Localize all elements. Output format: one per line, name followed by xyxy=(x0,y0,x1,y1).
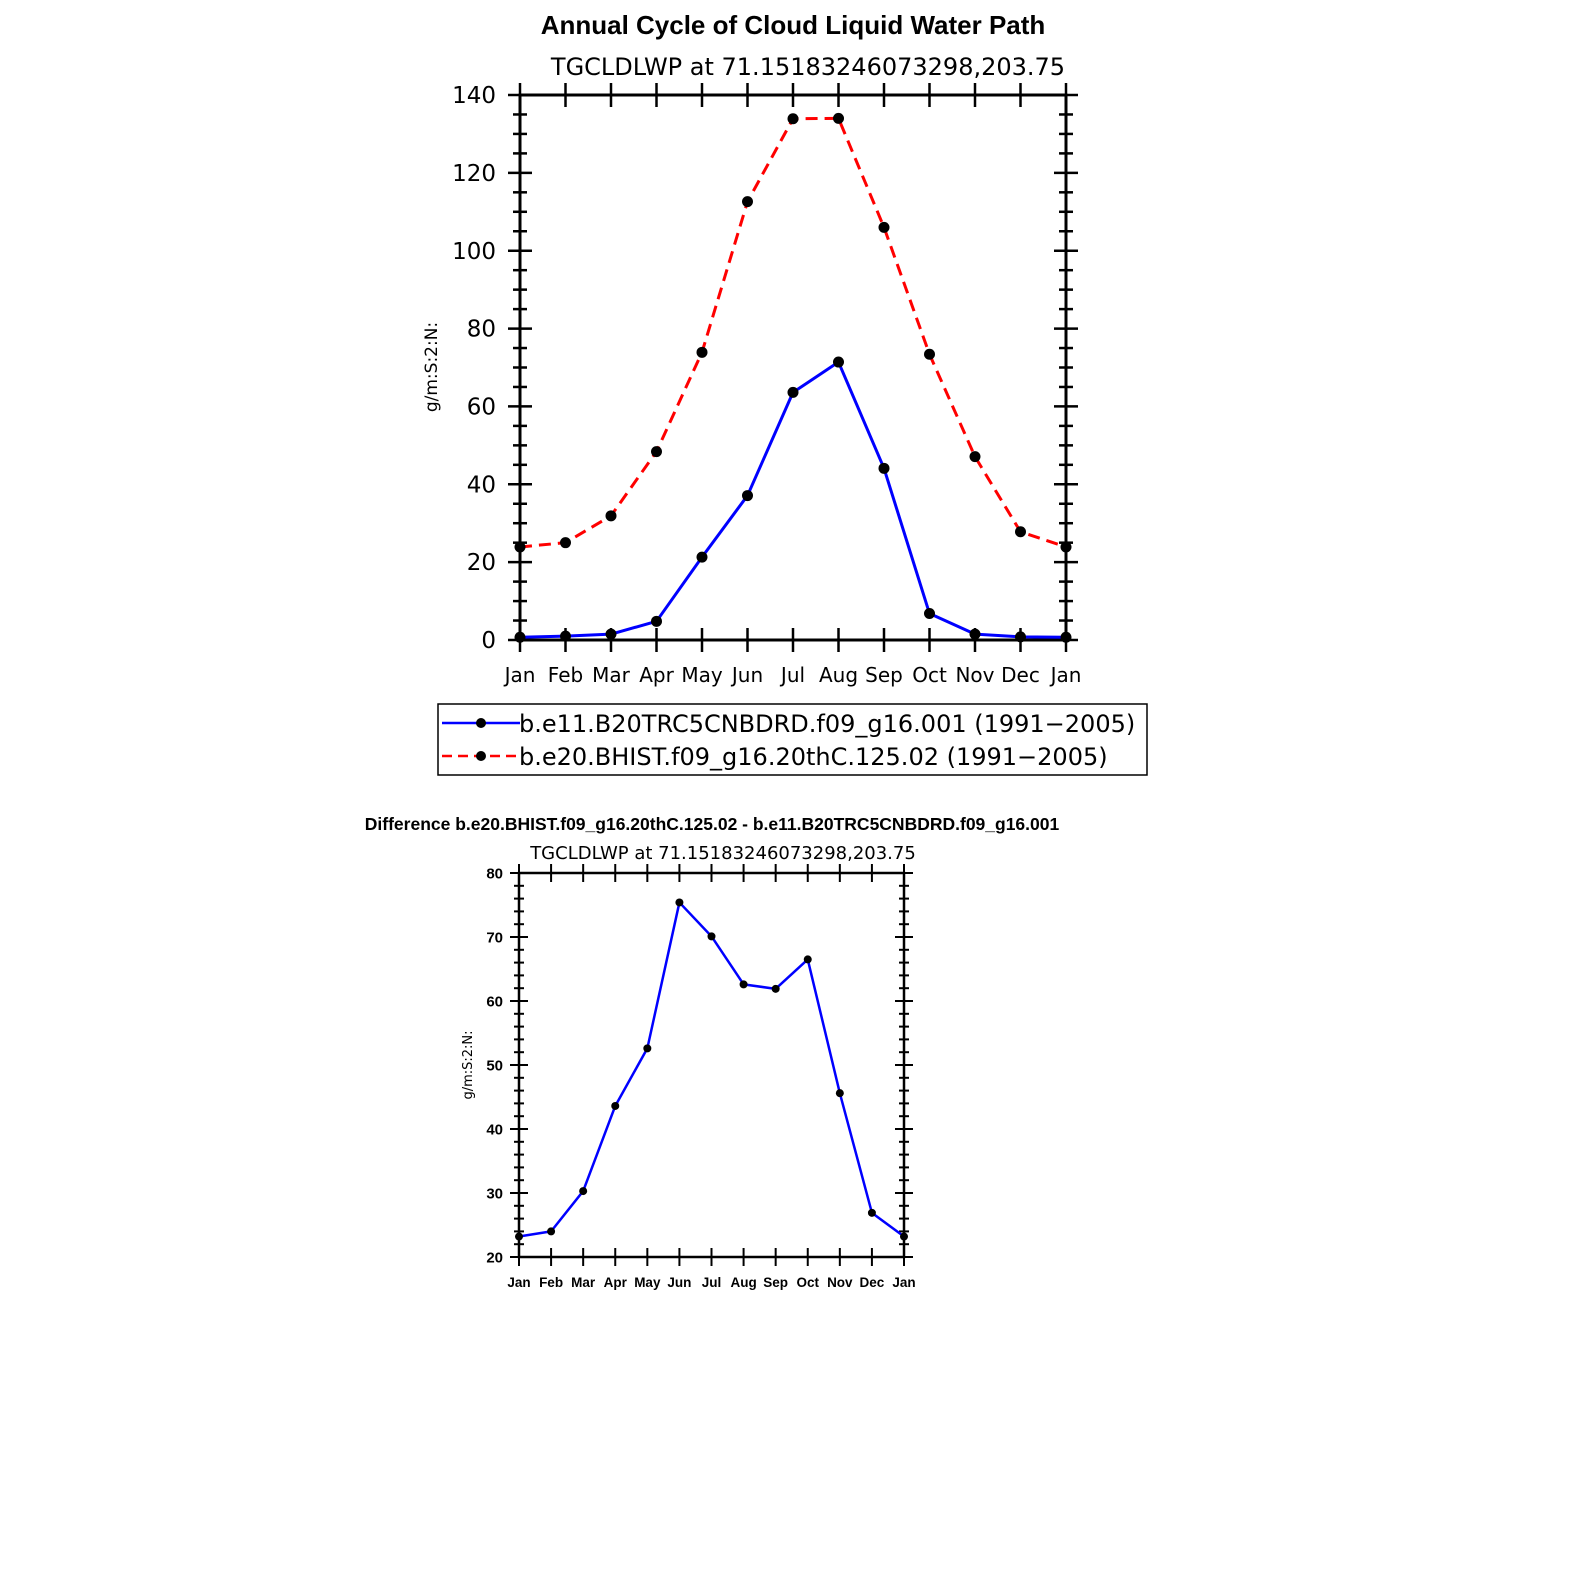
y-tick-label: 120 xyxy=(452,161,496,187)
x-tick-label: Oct xyxy=(912,663,947,687)
x-tick-label: Sep xyxy=(763,1275,788,1290)
x-tick-label: Jan xyxy=(1049,663,1082,687)
series-2-point xyxy=(514,541,526,553)
y-tick-label: 60 xyxy=(467,394,496,420)
x-tick-label: Feb xyxy=(548,663,583,687)
series-1-point xyxy=(835,1089,844,1098)
legend-frame xyxy=(437,703,1148,776)
x-tick-label: Apr xyxy=(604,1275,628,1290)
y-tick-label: 40 xyxy=(467,472,496,498)
series-1-point xyxy=(651,615,662,627)
series-1-point xyxy=(560,630,571,642)
series-1-point xyxy=(742,490,753,502)
series-2-point xyxy=(1060,541,1072,553)
series-1-point xyxy=(771,984,780,993)
x-tick-label: Aug xyxy=(819,663,858,687)
series-2-point xyxy=(1015,526,1026,538)
y-tick-label: 80 xyxy=(467,317,496,343)
series-2-point xyxy=(833,112,844,124)
x-tick-label: Dec xyxy=(860,1275,885,1290)
x-tick-label: Jan xyxy=(892,1275,915,1290)
top-chart-legend: b.e11.B20TRC5CNBDRD.f09_g16.001 (1991−20… xyxy=(437,703,1148,776)
y-tick-label: 30 xyxy=(486,1185,503,1202)
series-2-point xyxy=(696,346,708,358)
series-1-point xyxy=(707,932,716,941)
y-tick-label: 100 xyxy=(452,239,496,265)
y-tick-label: 70 xyxy=(486,929,503,946)
top-chart-title: Annual Cycle of Cloud Liquid Water Path xyxy=(541,10,1046,40)
top-chart-plot: Jan Feb Mar Apr May Jun Jul Aug Sep Oct Nov Dec Jan 0… xyxy=(452,83,1081,687)
x-tick-label: Jun xyxy=(667,1275,691,1290)
x-tick-label: Jul xyxy=(779,663,805,687)
series-1-point xyxy=(547,1227,556,1236)
x-tick-label: Mar xyxy=(592,663,631,687)
series-line-1 xyxy=(519,360,1067,639)
y-tick-label: 40 xyxy=(486,1121,503,1138)
bottom-chart-title: Difference b.e20.BHIST.f09_g16.20thC.125… xyxy=(365,814,1060,834)
y-tick-label: 140 xyxy=(452,83,496,109)
bottom-chart-ylabel: g/m:S:2:N: xyxy=(461,1030,476,1099)
top-chart-ylabel: g/m:S:2:N: xyxy=(422,322,442,412)
series-1-point xyxy=(900,1232,908,1241)
plot-frame xyxy=(518,93,1068,642)
series-2-point xyxy=(560,537,571,549)
x-tick-label: Nov xyxy=(827,1275,853,1290)
series-1-point xyxy=(514,631,526,643)
series-1-point xyxy=(611,1101,620,1110)
series-2-point xyxy=(742,196,753,208)
series-1-point xyxy=(605,628,617,640)
series-2-point xyxy=(878,221,890,233)
series-line-1 xyxy=(518,901,905,1238)
series-2-point xyxy=(787,113,799,125)
x-tick-label: Sep xyxy=(865,663,903,687)
series-line-2 xyxy=(519,116,1067,549)
series-1-point xyxy=(515,1232,523,1241)
series-1-point xyxy=(696,551,708,563)
series-1-point xyxy=(969,628,981,640)
bottom-chart-subtitle: TGCLDLWP at 71.15183246073298,203.75 xyxy=(529,843,916,864)
x-tick-label: Jun xyxy=(730,663,763,687)
legend-marker-series-2 xyxy=(476,751,486,761)
series-1-point xyxy=(675,898,684,907)
x-tick-label: Nov xyxy=(955,663,994,687)
series-1-point xyxy=(924,608,935,620)
series-2-point xyxy=(924,348,935,360)
series-1-point xyxy=(867,1208,876,1217)
x-tick-label: Apr xyxy=(639,663,674,687)
series-1-point xyxy=(803,955,812,964)
legend-label-series-1: b.e11.B20TRC5CNBDRD.f09_g16.001 (1991−20… xyxy=(519,710,1135,738)
x-tick-label: Mar xyxy=(571,1275,596,1290)
series-2-point xyxy=(969,451,981,463)
y-tick-label: 20 xyxy=(467,550,496,576)
x-tick-label: Dec xyxy=(1001,663,1040,687)
y-tick-label: 50 xyxy=(486,1057,503,1074)
x-tick-label: Feb xyxy=(539,1275,563,1290)
y-tick-label: 20 xyxy=(486,1249,503,1266)
series-1-point xyxy=(579,1187,588,1196)
series-2-point xyxy=(651,446,662,458)
series-1-point xyxy=(787,386,799,398)
series-2-point xyxy=(605,510,617,522)
x-tick-label: Jan xyxy=(507,1275,530,1290)
legend-label-series-2: b.e20.BHIST.f09_g16.20thC.125.02 (1991−2… xyxy=(519,743,1108,771)
legend-marker-series-1 xyxy=(476,718,486,728)
x-tick-label: Aug xyxy=(730,1275,756,1290)
series-1-point xyxy=(643,1044,652,1053)
bottom-chart-plot: Jan Feb Mar Apr May Jun Jul Aug Sep Oct Nov Dec Jan 2… xyxy=(486,864,916,1290)
x-tick-label: Jul xyxy=(702,1275,722,1290)
y-tick-label: 0 xyxy=(481,628,496,654)
series-1-point xyxy=(1060,631,1072,643)
x-tick-label: May xyxy=(681,663,723,687)
x-tick-label: May xyxy=(634,1275,661,1290)
x-tick-label: Oct xyxy=(796,1275,819,1290)
series-1-point xyxy=(878,462,890,474)
y-tick-label: 80 xyxy=(486,865,503,882)
top-chart-subtitle: TGCLDLWP at 71.15183246073298,203.75 xyxy=(550,53,1065,81)
x-tick-label: Jan xyxy=(503,663,536,687)
series-1-point xyxy=(739,980,748,989)
series-1-point xyxy=(833,356,844,368)
series-1-point xyxy=(1015,631,1026,643)
y-tick-label: 60 xyxy=(486,993,503,1010)
